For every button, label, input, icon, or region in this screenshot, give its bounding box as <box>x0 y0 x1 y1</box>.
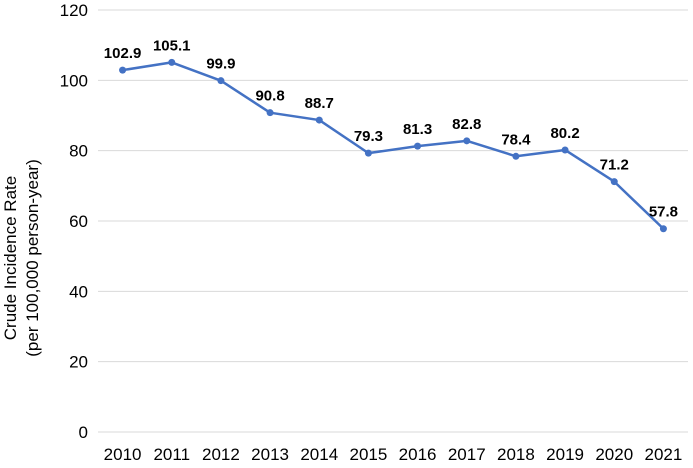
x-tick-label: 2013 <box>251 445 289 464</box>
y-tick-label: 60 <box>69 212 88 231</box>
data-label: 99.9 <box>206 56 235 73</box>
x-axis-ticks: 2010 2011 2012 2013 2014 2015 2016 2017 2018 2019… <box>104 445 683 464</box>
data-label: 71.2 <box>600 157 629 174</box>
data-label: 57.8 <box>649 204 678 221</box>
x-tick-label: 2018 <box>497 445 535 464</box>
x-tick-label: 2020 <box>595 445 633 464</box>
data-point <box>561 146 569 154</box>
series-line <box>122 61 665 230</box>
data-label: 81.3 <box>403 121 432 138</box>
y-tick-label: 40 <box>69 282 88 301</box>
data-label: 79.3 <box>354 128 383 145</box>
y-tick-label: 80 <box>69 142 88 161</box>
x-tick-label: 2011 <box>153 445 190 464</box>
data-label: 102.9 <box>104 45 142 62</box>
data-point <box>463 137 471 145</box>
x-tick-label: 2019 <box>546 445 584 464</box>
x-tick-label: 2012 <box>202 445 240 464</box>
data-label: 82.8 <box>452 116 481 133</box>
y-axis-ticks: 0 20 40 60 80 100 120 <box>60 1 88 442</box>
y-axis-title-line2: (per 100,000 person-year) <box>23 159 42 357</box>
data-point <box>266 109 274 117</box>
data-points <box>119 58 667 233</box>
data-point <box>119 66 127 74</box>
x-tick-label: 2014 <box>300 445 338 464</box>
y-tick-label: 100 <box>60 71 88 90</box>
y-axis-title: Crude Incidence Rate (per 100,000 person… <box>1 159 42 357</box>
data-label: 80.2 <box>550 125 579 142</box>
data-point <box>414 142 422 150</box>
data-labels: 102.9 105.1 99.9 90.8 88.7 79.3 81.3 82.8 78.4 80… <box>104 37 678 220</box>
series-incidence-rate <box>122 61 665 230</box>
data-label: 78.4 <box>501 131 531 148</box>
y-tick-label: 20 <box>69 353 88 372</box>
data-point <box>610 178 618 186</box>
data-point <box>364 149 372 157</box>
data-point <box>168 58 176 66</box>
x-tick-label: 2015 <box>350 445 388 464</box>
y-tick-label: 120 <box>60 1 88 20</box>
data-point <box>659 225 667 233</box>
x-tick-label: 2010 <box>104 445 142 464</box>
data-label: 88.7 <box>305 95 334 112</box>
x-tick-label: 2021 <box>645 445 683 464</box>
y-axis-title-line1: Crude Incidence Rate <box>1 176 20 340</box>
data-point <box>512 152 520 160</box>
data-label: 105.1 <box>153 37 191 54</box>
data-point <box>217 77 225 85</box>
data-label: 90.8 <box>255 88 284 105</box>
gridlines <box>98 9 688 433</box>
x-tick-label: 2016 <box>399 445 437 464</box>
x-tick-label: 2017 <box>448 445 486 464</box>
y-tick-label: 0 <box>79 423 88 442</box>
data-point <box>315 116 323 124</box>
